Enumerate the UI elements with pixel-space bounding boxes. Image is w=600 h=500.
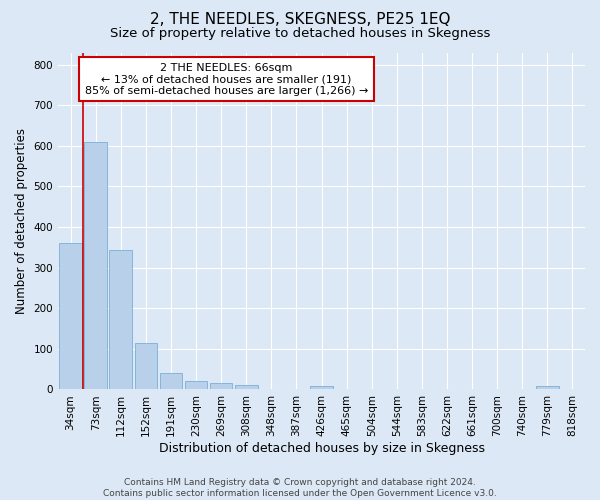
Bar [109,250,132,390]
Text: 2 THE NEEDLES: 66sqm
← 13% of detached houses are smaller (191)
85% of semi-deta: 2 THE NEEDLES: 66sqm ← 13% of detached h… [85,62,368,96]
Text: Size of property relative to detached houses in Skegness: Size of property relative to detached ho… [110,28,490,40]
Bar [235,385,257,390]
Bar [210,382,232,390]
Bar [160,373,182,390]
Bar [85,142,107,390]
Text: 2, THE NEEDLES, SKEGNESS, PE25 1EQ: 2, THE NEEDLES, SKEGNESS, PE25 1EQ [150,12,450,28]
Bar [134,343,157,390]
Bar [536,386,559,390]
X-axis label: Distribution of detached houses by size in Skegness: Distribution of detached houses by size … [158,442,485,455]
Bar [185,380,208,390]
Y-axis label: Number of detached properties: Number of detached properties [15,128,28,314]
Text: Contains HM Land Registry data © Crown copyright and database right 2024.
Contai: Contains HM Land Registry data © Crown c… [103,478,497,498]
Bar [310,386,333,390]
Bar [59,244,82,390]
